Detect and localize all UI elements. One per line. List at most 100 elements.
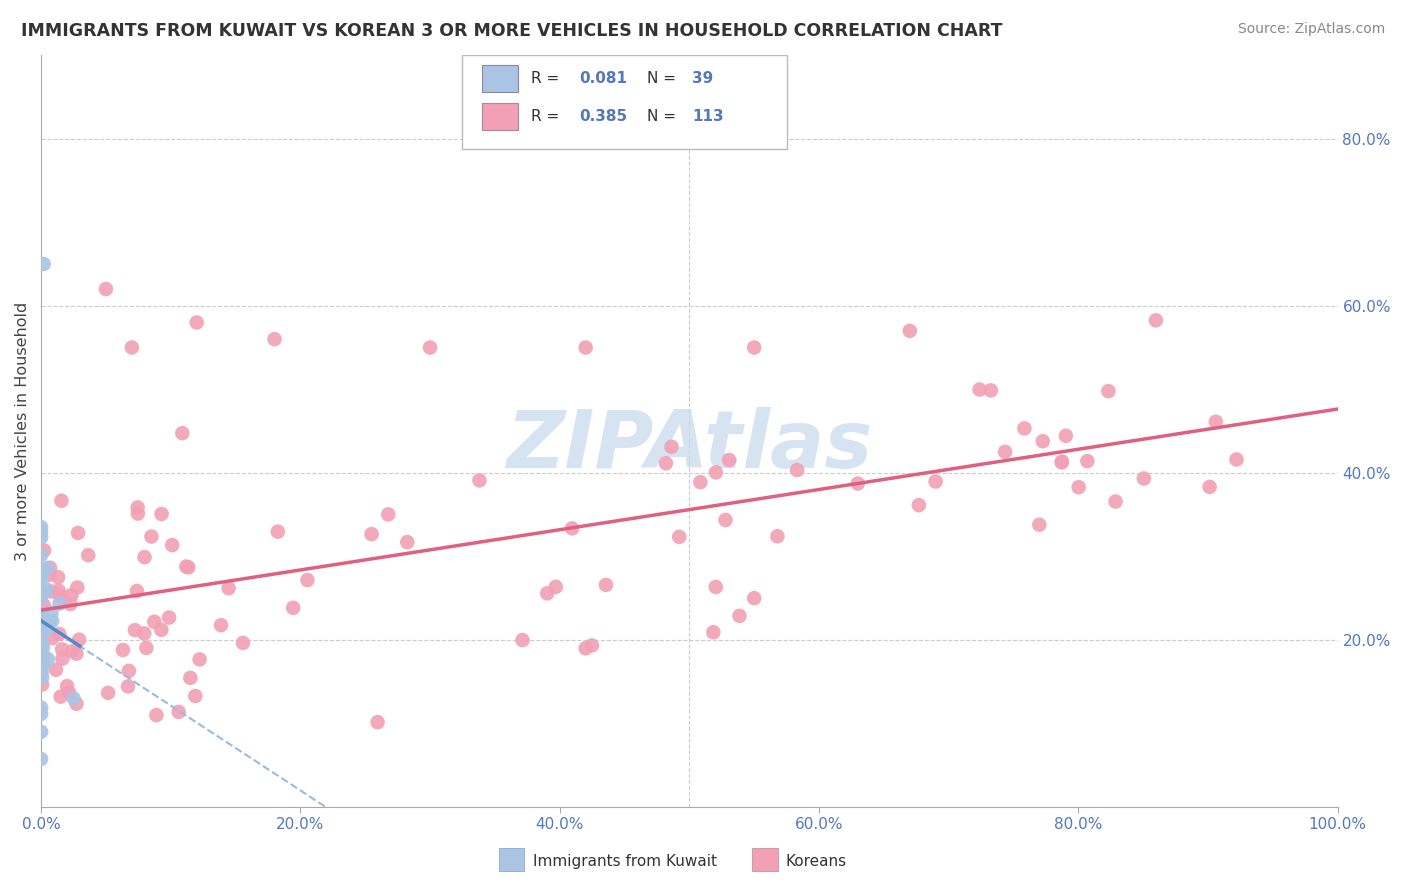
- Point: [134, 550, 156, 565]
- Text: ZIPAtlas: ZIPAtlas: [506, 407, 873, 485]
- Point: [59, 597, 82, 611]
- Point: [1054, 429, 1077, 443]
- Point: [924, 475, 946, 489]
- Point: [39, 560, 62, 574]
- Point: [62, 691, 84, 706]
- Point: [742, 591, 765, 606]
- Point: [172, 426, 194, 441]
- Point: [66, 581, 89, 595]
- Point: [150, 507, 173, 521]
- Point: [595, 578, 617, 592]
- Point: [121, 341, 143, 355]
- Text: R =: R =: [531, 71, 564, 87]
- Point: [141, 529, 163, 543]
- Point: [94, 282, 117, 296]
- Point: [41, 614, 63, 628]
- Point: [30, 640, 52, 654]
- Point: [30, 639, 52, 653]
- Point: [396, 535, 419, 549]
- Point: [1014, 421, 1036, 435]
- Point: [30, 621, 52, 635]
- Point: [1076, 454, 1098, 468]
- Point: [184, 689, 207, 703]
- Point: [51, 642, 73, 657]
- Text: R =: R =: [531, 109, 564, 124]
- Point: [728, 608, 751, 623]
- Point: [969, 383, 991, 397]
- Point: [160, 538, 183, 552]
- Point: [1205, 415, 1227, 429]
- Point: [32, 657, 55, 672]
- Point: [689, 475, 711, 490]
- Point: [41, 584, 63, 599]
- Point: [30, 570, 52, 584]
- Point: [908, 498, 931, 512]
- Point: [117, 680, 139, 694]
- Point: [232, 636, 254, 650]
- Point: [32, 257, 55, 271]
- Point: [77, 548, 100, 562]
- Point: [30, 591, 52, 605]
- Point: [150, 623, 173, 637]
- Point: [575, 641, 598, 656]
- Point: [35, 623, 58, 637]
- Point: [1104, 494, 1126, 508]
- Point: [32, 543, 55, 558]
- Point: [1144, 313, 1167, 327]
- Point: [30, 607, 52, 622]
- Point: [49, 590, 72, 604]
- Point: [177, 560, 200, 574]
- Point: [661, 440, 683, 454]
- Point: [704, 466, 727, 480]
- Point: [718, 453, 741, 467]
- Point: [167, 705, 190, 719]
- Point: [419, 341, 441, 355]
- Point: [846, 476, 869, 491]
- Point: [37, 652, 59, 666]
- Point: [56, 679, 79, 693]
- Point: [30, 752, 52, 766]
- Point: [67, 632, 90, 647]
- Point: [65, 647, 87, 661]
- Point: [30, 524, 52, 539]
- Point: [30, 664, 52, 678]
- Point: [30, 627, 52, 641]
- Point: [32, 649, 55, 664]
- Text: Source: ZipAtlas.com: Source: ZipAtlas.com: [1237, 22, 1385, 37]
- Point: [174, 559, 197, 574]
- Point: [38, 615, 60, 629]
- Point: [1028, 517, 1050, 532]
- Point: [67, 525, 90, 540]
- Point: [30, 530, 52, 544]
- Point: [297, 573, 319, 587]
- Point: [209, 618, 232, 632]
- Point: [51, 493, 73, 508]
- Point: [283, 600, 305, 615]
- Point: [65, 697, 87, 711]
- Point: [786, 463, 808, 477]
- Y-axis label: 3 or more Vehicles in Household: 3 or more Vehicles in Household: [15, 301, 30, 561]
- Point: [1032, 434, 1054, 449]
- FancyBboxPatch shape: [463, 55, 786, 149]
- Point: [544, 580, 567, 594]
- Point: [30, 635, 52, 649]
- Point: [30, 645, 52, 659]
- Point: [46, 570, 69, 584]
- Point: [32, 640, 55, 655]
- Point: [41, 631, 63, 645]
- Point: [30, 666, 52, 681]
- Point: [1133, 471, 1156, 485]
- Point: [31, 655, 53, 669]
- Text: Immigrants from Kuwait: Immigrants from Kuwait: [533, 855, 717, 869]
- Point: [30, 724, 52, 739]
- Point: [188, 652, 211, 666]
- Point: [118, 664, 141, 678]
- Point: [1225, 452, 1247, 467]
- Point: [127, 500, 149, 515]
- Point: [581, 639, 603, 653]
- Point: [468, 474, 491, 488]
- Point: [49, 690, 72, 704]
- Point: [267, 524, 290, 539]
- Point: [157, 610, 180, 624]
- Text: IMMIGRANTS FROM KUWAIT VS KOREAN 3 OR MORE VEHICLES IN HOUSEHOLD CORRELATION CHA: IMMIGRANTS FROM KUWAIT VS KOREAN 3 OR MO…: [21, 22, 1002, 40]
